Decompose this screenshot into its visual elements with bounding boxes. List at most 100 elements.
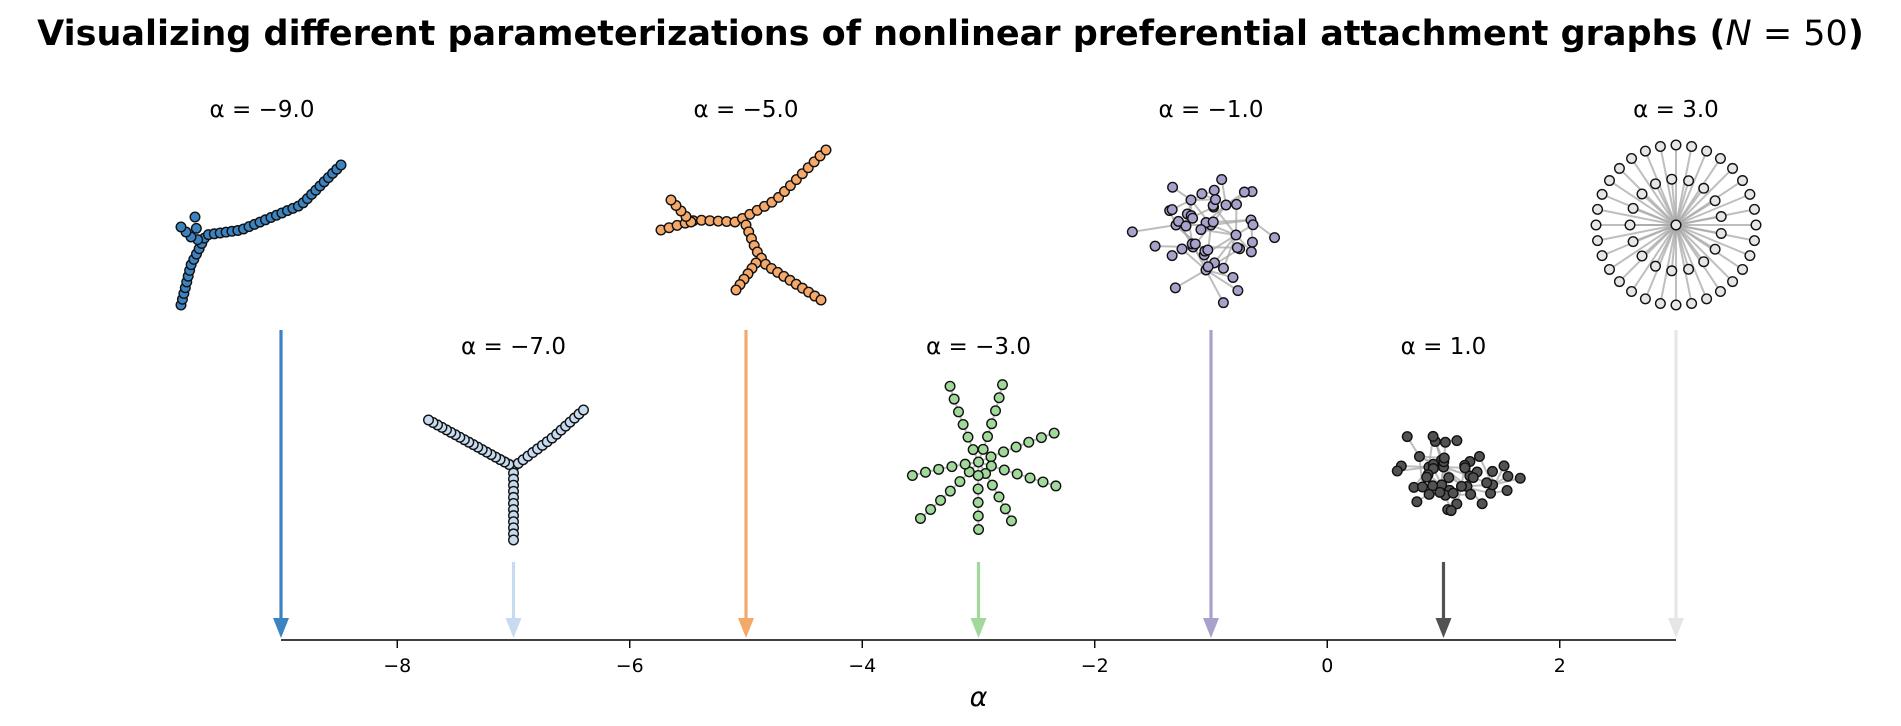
graph-panel: α = 3.0 (1590, 97, 1762, 638)
alpha-arrowhead (1435, 618, 1452, 638)
graph-edge (1675, 224, 1705, 263)
graph-node (1216, 173, 1228, 185)
alpha-arrowhead (1203, 618, 1219, 638)
graph-panel: α = −1.0 (1126, 97, 1281, 638)
graph-node (1209, 194, 1221, 206)
graph-edge (1213, 219, 1252, 223)
graph-node (1666, 173, 1678, 185)
graph-node (1748, 235, 1760, 247)
graph-node (954, 476, 966, 488)
graph-node (1180, 220, 1192, 232)
graph-node (959, 458, 971, 470)
graph-node (730, 284, 742, 296)
graph-edge (1659, 224, 1677, 304)
graph-node (1654, 297, 1666, 309)
alpha-arrowhead (738, 618, 754, 638)
graph-node (1627, 202, 1639, 214)
graph-edge (1205, 269, 1225, 304)
title-eq: = (1751, 14, 1804, 54)
graph-edge (1675, 180, 1690, 226)
graph-node (986, 479, 998, 491)
graph-node (1421, 471, 1433, 483)
graph-node (1686, 297, 1698, 309)
graph-node (1166, 204, 1178, 216)
graph-node (1666, 265, 1678, 277)
graph-node (998, 446, 1010, 458)
graph-node (1748, 203, 1760, 215)
graph-node (1465, 488, 1477, 500)
graph-node (1149, 240, 1161, 252)
graph-node (1438, 452, 1450, 464)
graph-node (1514, 472, 1526, 484)
graph-node (1683, 263, 1695, 275)
alpha-arrowhead (970, 618, 987, 638)
graph-node (1727, 162, 1739, 174)
graph-node (1208, 184, 1220, 196)
graph-panel: α = −9.0 (175, 97, 347, 638)
graph-node (1050, 480, 1062, 492)
graph-node (920, 466, 932, 478)
graph-node (1498, 460, 1510, 472)
graph-edge (1675, 193, 1751, 226)
graph-node (935, 494, 947, 506)
graph-node (985, 460, 997, 472)
title-close: ) (1847, 14, 1864, 54)
graph-node (1247, 219, 1259, 231)
graph-node (1502, 470, 1514, 482)
graph-node (1169, 282, 1181, 294)
graph-node (1709, 243, 1721, 255)
graph-node (1455, 480, 1467, 492)
graph-node (973, 456, 985, 468)
graph-node (1176, 243, 1188, 255)
graph-node (1023, 436, 1035, 448)
graph-node (175, 221, 187, 233)
panel-label: α = 3.0 (1633, 97, 1719, 123)
graph-node (1481, 477, 1493, 489)
graph-node (985, 451, 997, 463)
graph-node (914, 512, 926, 524)
panel-label: α = 1.0 (1401, 334, 1487, 360)
graph-node (815, 294, 827, 306)
graph-node (1011, 468, 1023, 480)
alpha-arrowhead (273, 618, 289, 638)
graph-node (1698, 182, 1710, 194)
graph-node (1185, 194, 1197, 206)
graph-node (967, 444, 979, 456)
graph-node (1714, 286, 1726, 298)
graph-node (1230, 229, 1242, 241)
graph-node (1005, 515, 1017, 527)
graph-edge (1675, 150, 1708, 226)
graph-node (1596, 188, 1608, 200)
graph-node (1035, 432, 1047, 444)
panel-label: α = −9.0 (210, 97, 315, 123)
graph-node (1727, 276, 1739, 288)
x-tick-label: −4 (848, 655, 876, 677)
graph-node (962, 431, 974, 443)
graph-node (1427, 430, 1439, 442)
graph-panel: α = 1.0 (1391, 334, 1526, 638)
graph-node (1443, 472, 1455, 484)
graph-edge (1675, 224, 1722, 235)
x-tick-label: −6 (616, 655, 644, 677)
graph-node (1207, 216, 1219, 228)
graph-edge (1192, 246, 1238, 249)
graph-panel: α = −5.0 (655, 97, 832, 638)
graph-edge (1213, 234, 1237, 264)
graph-node (1715, 227, 1727, 239)
graph-node (665, 194, 677, 206)
graph-node (1501, 485, 1513, 497)
graph-node (1232, 285, 1244, 297)
graph-node (1603, 175, 1615, 187)
graph-node (1246, 236, 1258, 248)
graph-node (933, 463, 945, 475)
graph-node (1750, 219, 1762, 231)
graph-node (1744, 250, 1756, 262)
graph-node (996, 379, 1008, 391)
graph-node (578, 404, 590, 416)
graph-node (1636, 250, 1648, 262)
graph-node (1459, 462, 1471, 474)
graph-node (993, 392, 1005, 404)
graph-node (1423, 488, 1435, 500)
graph-edge (1597, 208, 1677, 226)
